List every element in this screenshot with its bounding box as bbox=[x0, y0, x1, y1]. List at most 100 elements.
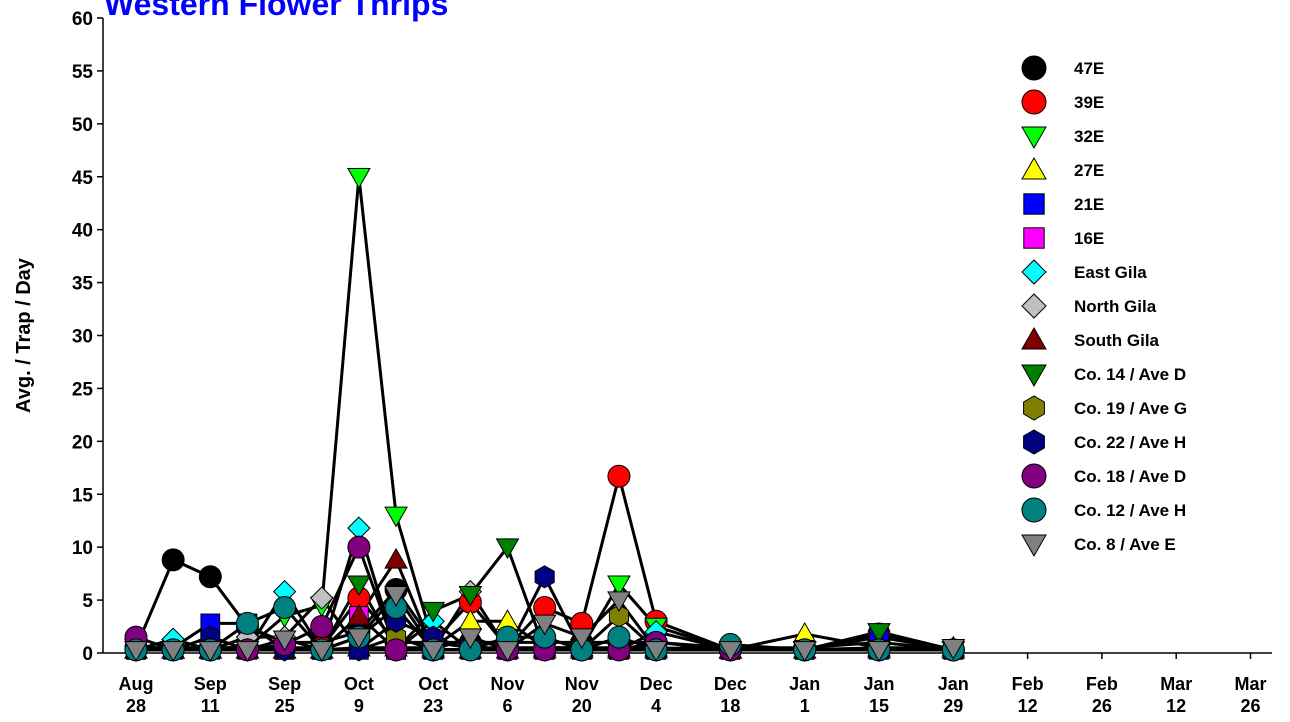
x-tick-label-day: 9 bbox=[354, 696, 364, 716]
data-point bbox=[384, 586, 408, 607]
x-tick-label-month: Jan bbox=[789, 674, 820, 694]
x-tick-label: Mar 12 bbox=[1160, 674, 1192, 716]
legend-label: 21E bbox=[1074, 195, 1104, 214]
data-point bbox=[941, 638, 966, 660]
y-tick-label: 50 bbox=[72, 115, 93, 136]
data-point bbox=[534, 565, 555, 589]
legend-label: Co. 12 / Ave H bbox=[1074, 501, 1186, 520]
y-tick-label: 10 bbox=[72, 538, 93, 559]
x-tick-label-day: 12 bbox=[1018, 696, 1038, 716]
x-tick-label-day: 6 bbox=[502, 696, 512, 716]
y-tick-label: 30 bbox=[72, 327, 93, 348]
x-tick-label-month: Jan bbox=[863, 674, 894, 694]
data-point bbox=[458, 628, 483, 650]
legend-marker bbox=[1021, 156, 1047, 180]
legend-marker bbox=[1023, 227, 1045, 249]
legend-marker bbox=[1021, 364, 1047, 388]
legend-label: South Gila bbox=[1074, 331, 1160, 350]
x-tick-label: Dec 18 bbox=[714, 674, 747, 716]
x-tick-label-day: 18 bbox=[720, 696, 740, 716]
data-point bbox=[272, 630, 297, 652]
x-tick-label-day: 4 bbox=[651, 696, 661, 716]
x-tick-label: Aug 28 bbox=[119, 674, 154, 716]
data-point bbox=[495, 641, 520, 662]
legend-marker bbox=[1023, 429, 1045, 455]
legend-marker bbox=[1023, 395, 1045, 421]
y-tick-label: 45 bbox=[72, 168, 94, 189]
x-tick-label-month: Dec bbox=[714, 674, 747, 694]
data-point bbox=[347, 535, 371, 559]
legend-label: East Gila bbox=[1074, 263, 1147, 282]
y-tick-label: 55 bbox=[72, 62, 94, 83]
data-point bbox=[644, 641, 668, 662]
legend-label: 39E bbox=[1074, 93, 1104, 112]
x-tick-label: Feb 12 bbox=[1012, 674, 1044, 716]
legend-label: North Gila bbox=[1074, 297, 1157, 316]
data-point bbox=[161, 641, 186, 662]
x-tick-label-day: 26 bbox=[1240, 696, 1260, 716]
legend-marker bbox=[1023, 193, 1045, 215]
data-point bbox=[309, 641, 334, 662]
x-tick-label: Oct 23 bbox=[418, 674, 448, 716]
x-tick-label-month: Mar bbox=[1234, 674, 1266, 694]
legend-label: 16E bbox=[1074, 229, 1104, 248]
data-point bbox=[867, 623, 891, 644]
x-tick-label: Sep 11 bbox=[194, 674, 227, 716]
x-tick-label-month: Sep bbox=[194, 674, 227, 694]
data-point bbox=[607, 575, 631, 597]
x-tick-label-month: Nov bbox=[565, 674, 599, 694]
data-point bbox=[607, 591, 631, 613]
x-tick-label-day: 23 bbox=[423, 696, 443, 716]
data-point bbox=[310, 615, 334, 639]
x-tick-label-day: 25 bbox=[275, 696, 295, 716]
data-point bbox=[161, 548, 185, 572]
x-tick-label-day: 12 bbox=[1166, 696, 1186, 716]
data-point bbox=[718, 641, 743, 662]
legend-label: Co. 8 / Ave E bbox=[1074, 535, 1176, 554]
legend: 47E 39E 32E 27E 21E 16E East Gila North Gila Sou… bbox=[1021, 55, 1187, 558]
x-tick-label-day: 26 bbox=[1092, 696, 1112, 716]
x-tick-label-month: Nov bbox=[490, 674, 524, 694]
x-tick-label: Dec 4 bbox=[640, 674, 673, 716]
x-tick-label-month: Feb bbox=[1012, 674, 1044, 694]
data-point bbox=[384, 547, 408, 569]
y-tick-label: 15 bbox=[72, 485, 94, 506]
x-tick-label-day: 29 bbox=[943, 696, 963, 716]
x-tick-label-month: Dec bbox=[640, 674, 673, 694]
data-point bbox=[198, 641, 223, 662]
y-tick-label: 60 bbox=[72, 9, 93, 30]
x-tick-label-month: Sep bbox=[268, 674, 301, 694]
data-point bbox=[458, 586, 483, 607]
y-tick-label: 40 bbox=[72, 221, 93, 242]
data-point bbox=[569, 628, 594, 650]
data-point bbox=[421, 641, 446, 662]
data-point bbox=[384, 506, 408, 528]
legend-marker bbox=[1021, 534, 1047, 558]
data-point bbox=[867, 641, 891, 662]
legend-marker bbox=[1021, 293, 1047, 319]
x-tick-label-day: 28 bbox=[126, 696, 146, 716]
x-tick-label-month: Aug bbox=[119, 674, 154, 694]
y-tick-label: 0 bbox=[82, 644, 93, 665]
x-tick-label-day: 20 bbox=[572, 696, 592, 716]
data-point bbox=[124, 641, 148, 662]
data-point bbox=[421, 601, 446, 623]
y-tick-label: 20 bbox=[72, 432, 93, 453]
y-tick-label: 5 bbox=[82, 591, 93, 612]
data-point bbox=[347, 628, 371, 650]
x-tick-label: Jan 15 bbox=[863, 674, 894, 716]
x-tick-label: Nov 6 bbox=[490, 674, 524, 716]
data-point bbox=[273, 595, 297, 619]
data-point bbox=[792, 641, 817, 662]
legend-marker bbox=[1021, 126, 1047, 150]
legend-marker bbox=[1021, 89, 1047, 115]
data-point bbox=[532, 614, 557, 636]
x-tick-label: Jan 1 bbox=[789, 674, 820, 716]
series-layer bbox=[124, 168, 966, 662]
x-tick-label-day: 1 bbox=[800, 696, 810, 716]
x-tick-label: Jan 29 bbox=[938, 674, 969, 716]
legend-marker bbox=[1021, 497, 1047, 523]
legend-label: 27E bbox=[1074, 161, 1104, 180]
legend-label: Co. 14 / Ave D bbox=[1074, 365, 1186, 384]
